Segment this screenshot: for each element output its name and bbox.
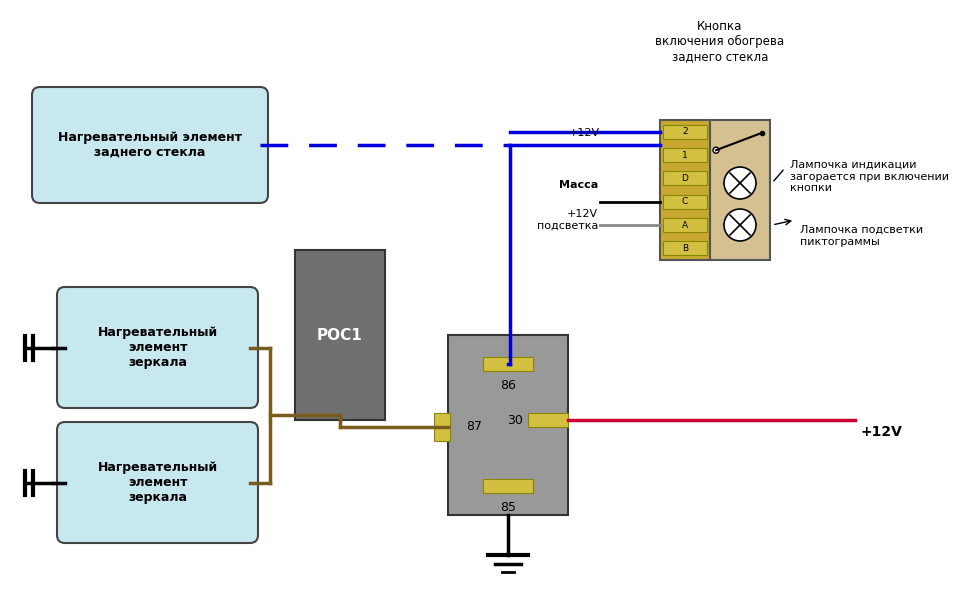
Text: Лампочка подсветки
пиктограммы: Лампочка подсветки пиктограммы xyxy=(800,225,924,247)
FancyBboxPatch shape xyxy=(57,422,258,543)
Text: 85: 85 xyxy=(500,501,516,514)
Bar xyxy=(663,171,707,185)
FancyBboxPatch shape xyxy=(32,87,268,203)
Text: B: B xyxy=(682,244,688,253)
Text: 1: 1 xyxy=(683,150,688,159)
Bar xyxy=(663,148,707,162)
Text: Нагревательный
элемент
зеркала: Нагревательный элемент зеркала xyxy=(97,461,218,504)
Text: Нагревательный элемент
заднего стекла: Нагревательный элемент заднего стекла xyxy=(58,131,242,159)
Text: A: A xyxy=(682,221,688,230)
Text: +12V: +12V xyxy=(860,425,901,439)
Text: Лампочка индикации
загорается при включении
кнопки: Лампочка индикации загорается при включе… xyxy=(790,160,949,193)
Circle shape xyxy=(724,209,756,241)
Text: Нагревательный
элемент
зеркала: Нагревательный элемент зеркала xyxy=(97,326,218,369)
Text: +12V: +12V xyxy=(569,128,600,138)
Text: 86: 86 xyxy=(500,379,516,392)
FancyBboxPatch shape xyxy=(57,287,258,408)
Bar xyxy=(663,124,707,139)
Bar xyxy=(710,120,770,260)
Text: 87: 87 xyxy=(466,421,482,434)
Bar xyxy=(663,241,707,255)
Circle shape xyxy=(713,147,719,153)
Bar xyxy=(483,479,533,493)
Bar xyxy=(295,250,385,420)
Circle shape xyxy=(724,167,756,199)
Bar xyxy=(528,413,568,427)
Bar xyxy=(483,357,533,371)
Text: C: C xyxy=(682,197,688,206)
Bar xyxy=(660,120,710,260)
Text: РОС1: РОС1 xyxy=(317,327,363,343)
Text: +12V
подсветка: +12V подсветка xyxy=(537,209,598,231)
Text: 30: 30 xyxy=(507,414,523,427)
Bar xyxy=(448,335,568,515)
Text: 2: 2 xyxy=(683,127,687,136)
Text: D: D xyxy=(682,174,688,183)
Bar xyxy=(663,195,707,209)
Bar xyxy=(434,413,450,441)
Bar xyxy=(663,218,707,232)
Text: Масса: Масса xyxy=(559,180,598,190)
Text: Кнопка
включения обогрева
заднего стекла: Кнопка включения обогрева заднего стекла xyxy=(656,20,784,63)
